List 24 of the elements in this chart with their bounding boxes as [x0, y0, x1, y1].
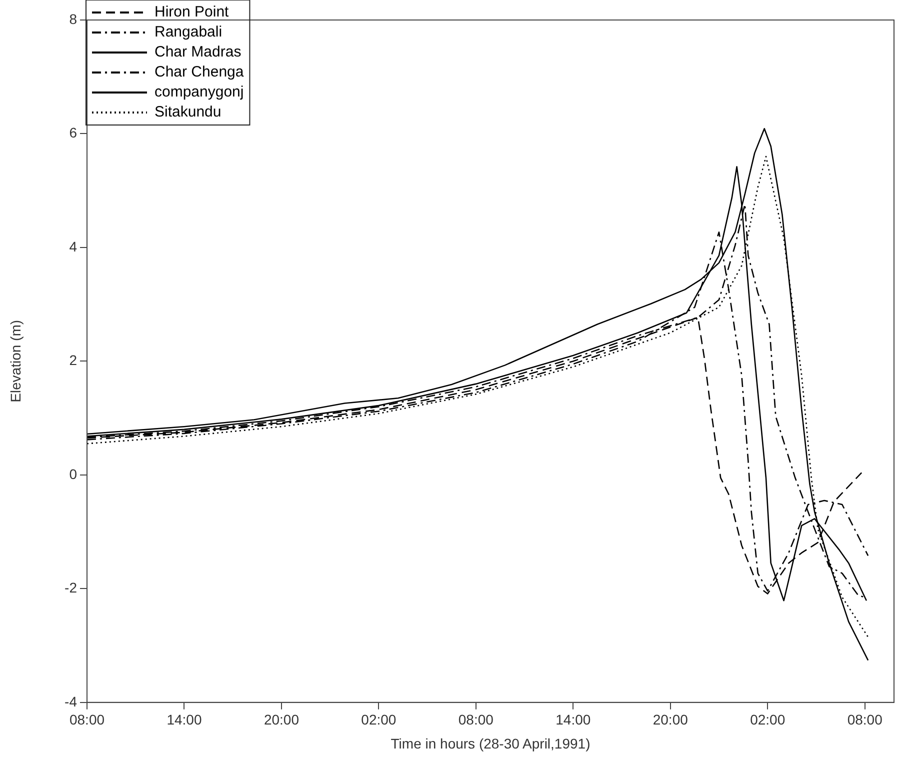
y-axis-title: Elevation (m) — [7, 320, 24, 402]
x-tick-label: 02:00 — [361, 712, 396, 728]
x-tick-label: 08:00 — [847, 712, 883, 728]
legend-label: Hiron Point — [154, 4, 230, 21]
x-tick-label: 08:00 — [69, 712, 105, 728]
x-tick-label: 02:00 — [750, 712, 786, 728]
y-tick-label: 8 — [69, 10, 78, 27]
y-tick-label: -4 — [64, 693, 78, 710]
x-axis-title: Time in hours (28-30 April,1991) — [390, 735, 590, 752]
legend-label: Char Chenga — [154, 64, 244, 81]
x-tick-label: 20:00 — [264, 712, 300, 728]
legend-label: Rangabali — [154, 24, 222, 41]
x-tick-label: 08:00 — [458, 712, 494, 728]
y-tick-label: 2 — [69, 352, 78, 368]
y-tick-label: 6 — [69, 124, 78, 141]
legend-label: companygonj — [154, 84, 244, 101]
legend-label: Char Madras — [154, 44, 242, 61]
y-tick-label: -2 — [64, 580, 78, 596]
legend-label: Sitakundu — [154, 104, 222, 121]
y-tick-label: 0 — [69, 466, 78, 482]
x-tick-label: 14:00 — [556, 712, 591, 728]
y-tick-label: 4 — [69, 238, 78, 254]
x-tick-label: 20:00 — [652, 712, 688, 728]
x-tick-label: 14:00 — [166, 712, 202, 728]
